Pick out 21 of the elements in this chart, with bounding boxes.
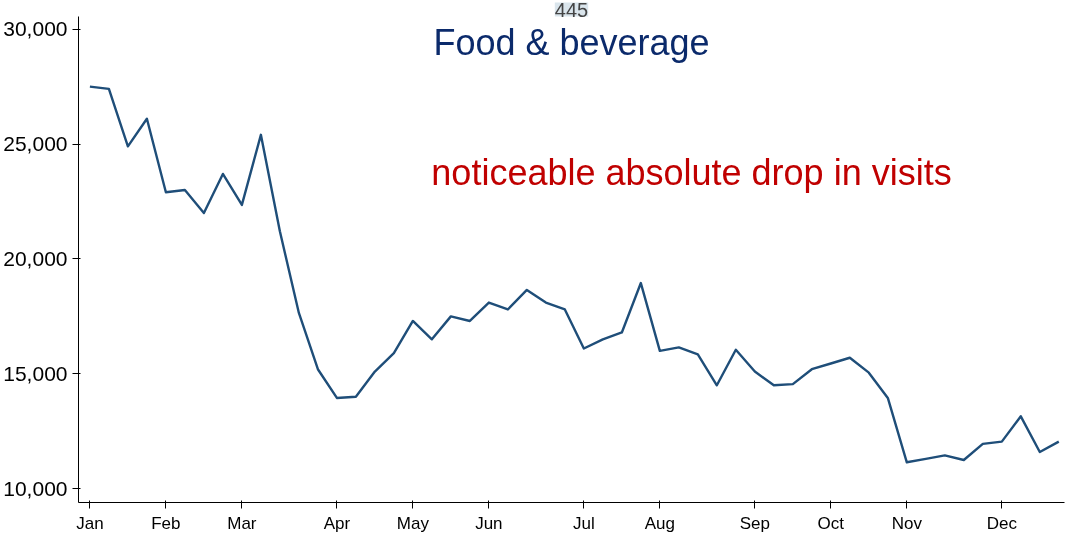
x-tick-label: Jul [572, 513, 595, 533]
annotation: noticeable absolute drop in visits [431, 151, 952, 193]
x-tick-label: Feb [151, 513, 181, 533]
x-tick-label: Jun [475, 513, 503, 533]
annotation: Food & beverage [433, 21, 710, 63]
x-tick-label: Mar [227, 513, 257, 533]
x-tick-label: Apr [323, 513, 351, 533]
line-series [88, 85, 1060, 464]
y-tick-label: 15,000 [3, 361, 68, 385]
x-tick-label: Dec [986, 513, 1018, 533]
y-tick-label: 20,000 [3, 246, 68, 270]
x-tick-label: Sep [739, 513, 770, 533]
x-tick-label: Nov [891, 513, 923, 533]
y-tick-label: 30,000 [3, 17, 68, 41]
y-tick-label: 10,000 [3, 476, 68, 500]
y-tick-label: 25,000 [3, 132, 68, 156]
x-tick-label: Aug [644, 513, 675, 533]
chart-title: 445 [554, 0, 589, 21]
x-tick-label: Oct [817, 513, 845, 533]
x-tick-label: Jan [76, 513, 104, 533]
x-tick-label: May [396, 513, 430, 533]
